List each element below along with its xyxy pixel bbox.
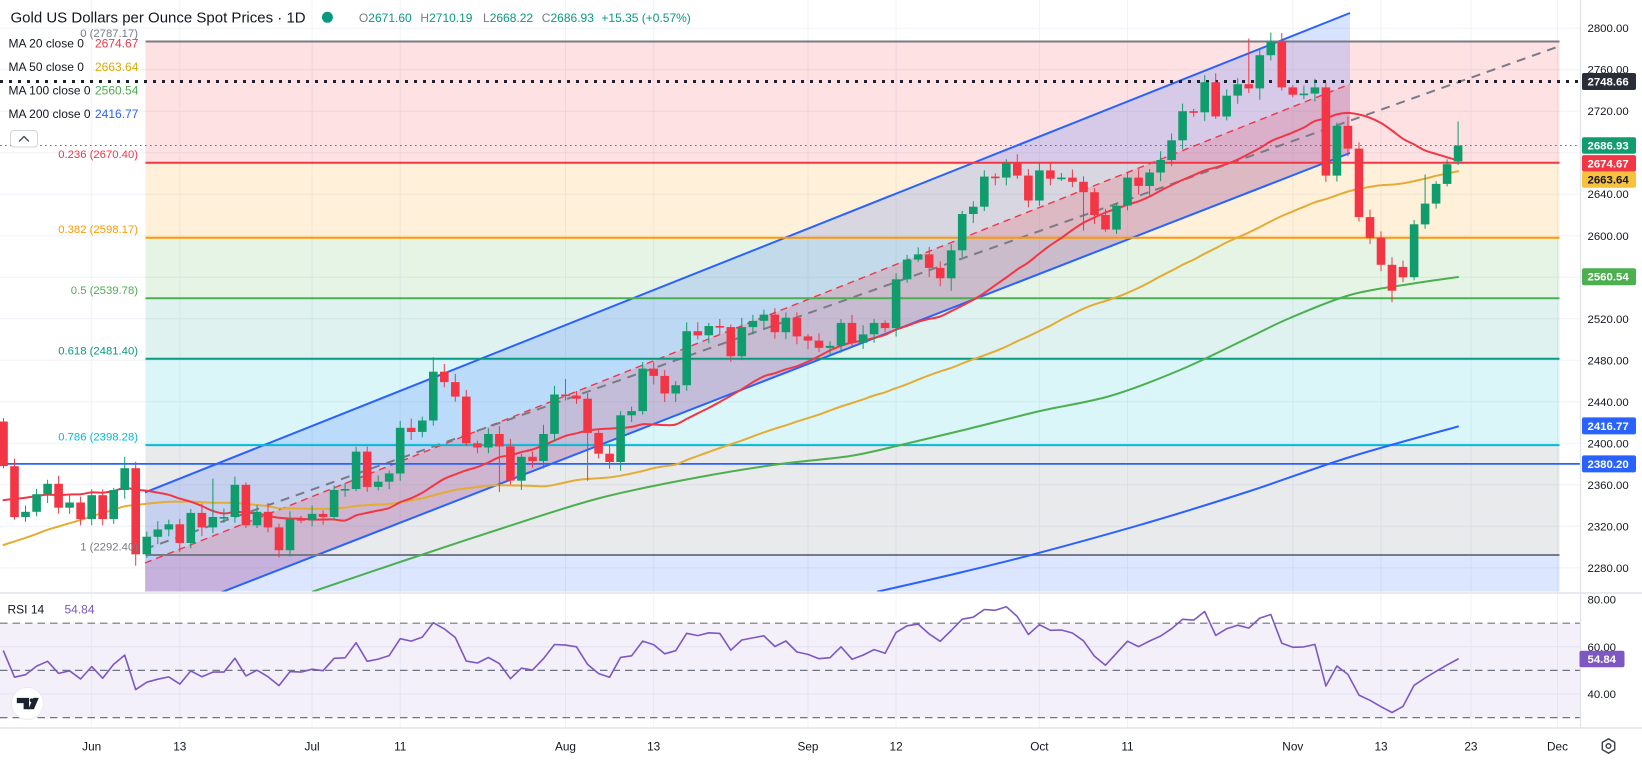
- svg-text:0.382 (2598.17): 0.382 (2598.17): [58, 224, 138, 236]
- svg-text:L: L: [483, 11, 490, 25]
- svg-text:MA 200 close 0: MA 200 close 0: [9, 107, 91, 121]
- svg-text:54.84: 54.84: [1588, 654, 1617, 666]
- svg-text:Dec: Dec: [1547, 740, 1568, 754]
- svg-text:Gold US Dollars per Ounce Spot: Gold US Dollars per Ounce Spot Prices · …: [11, 9, 306, 26]
- svg-text:2440.00: 2440.00: [1588, 397, 1629, 409]
- svg-text:13: 13: [1374, 740, 1388, 754]
- svg-text:2480.00: 2480.00: [1588, 355, 1629, 367]
- svg-text:0 (2787.17): 0 (2787.17): [80, 28, 138, 40]
- svg-text:0.5 (2539.78): 0.5 (2539.78): [71, 285, 138, 297]
- svg-text:2674.67: 2674.67: [95, 36, 139, 50]
- svg-text:2400.00: 2400.00: [1588, 438, 1629, 450]
- svg-text:Sep: Sep: [798, 740, 819, 754]
- svg-text:13: 13: [647, 740, 661, 754]
- svg-text:C: C: [542, 11, 551, 25]
- svg-text:2674.67: 2674.67: [1588, 158, 1629, 170]
- svg-text:2380.20: 2380.20: [1588, 459, 1629, 471]
- svg-text:2686.93: 2686.93: [551, 11, 595, 25]
- svg-text:0.786 (2398.28): 0.786 (2398.28): [58, 432, 138, 444]
- svg-text:40.00: 40.00: [1588, 689, 1617, 701]
- svg-text:2710.19: 2710.19: [429, 11, 473, 25]
- svg-text:2280.00: 2280.00: [1588, 563, 1629, 575]
- svg-text:Jul: Jul: [305, 740, 320, 754]
- svg-text:H: H: [420, 11, 429, 25]
- svg-text:Nov: Nov: [1282, 740, 1303, 754]
- svg-text:2520.00: 2520.00: [1588, 314, 1629, 326]
- svg-text:2663.64: 2663.64: [95, 60, 139, 74]
- svg-text:2668.22: 2668.22: [490, 11, 534, 25]
- svg-text:0.236 (2670.40): 0.236 (2670.40): [58, 149, 138, 161]
- svg-text:2560.54: 2560.54: [1588, 272, 1630, 284]
- svg-text:2671.60: 2671.60: [368, 11, 412, 25]
- svg-text:2320.00: 2320.00: [1588, 521, 1629, 533]
- svg-text:Oct: Oct: [1030, 740, 1049, 754]
- svg-text:2800.00: 2800.00: [1588, 23, 1629, 35]
- svg-text:MA 100 close 0: MA 100 close 0: [9, 83, 91, 97]
- svg-text:2416.77: 2416.77: [95, 107, 139, 121]
- svg-text:2748.66: 2748.66: [1588, 77, 1629, 89]
- svg-text:Jun: Jun: [82, 740, 101, 754]
- svg-text:2360.00: 2360.00: [1588, 480, 1629, 492]
- svg-text:11: 11: [394, 740, 406, 754]
- svg-text:0.618 (2481.40): 0.618 (2481.40): [58, 345, 138, 357]
- svg-text:80.00: 80.00: [1588, 595, 1617, 607]
- svg-text:2560.54: 2560.54: [95, 83, 139, 97]
- svg-text:+15.35 (+0.57%): +15.35 (+0.57%): [601, 11, 690, 25]
- svg-text:13: 13: [173, 740, 187, 754]
- svg-text:12: 12: [890, 740, 903, 754]
- svg-text:11: 11: [1121, 740, 1133, 754]
- svg-text:54.84: 54.84: [65, 602, 95, 616]
- svg-text:O: O: [359, 11, 368, 25]
- svg-text:RSI 14: RSI 14: [8, 602, 45, 616]
- svg-text:23: 23: [1464, 740, 1478, 754]
- svg-text:2720.00: 2720.00: [1588, 106, 1629, 118]
- svg-text:2416.77: 2416.77: [1588, 421, 1629, 433]
- svg-text:2640.00: 2640.00: [1588, 189, 1629, 201]
- svg-text:MA 50 close 0: MA 50 close 0: [9, 60, 85, 74]
- svg-text:Aug: Aug: [555, 740, 576, 754]
- svg-text:2686.93: 2686.93: [1588, 141, 1629, 153]
- svg-text:2663.64: 2663.64: [1588, 175, 1630, 187]
- svg-text:1 (2292.40): 1 (2292.40): [80, 542, 138, 554]
- svg-text:2600.00: 2600.00: [1588, 231, 1629, 243]
- svg-text:MA 20 close 0: MA 20 close 0: [9, 36, 85, 50]
